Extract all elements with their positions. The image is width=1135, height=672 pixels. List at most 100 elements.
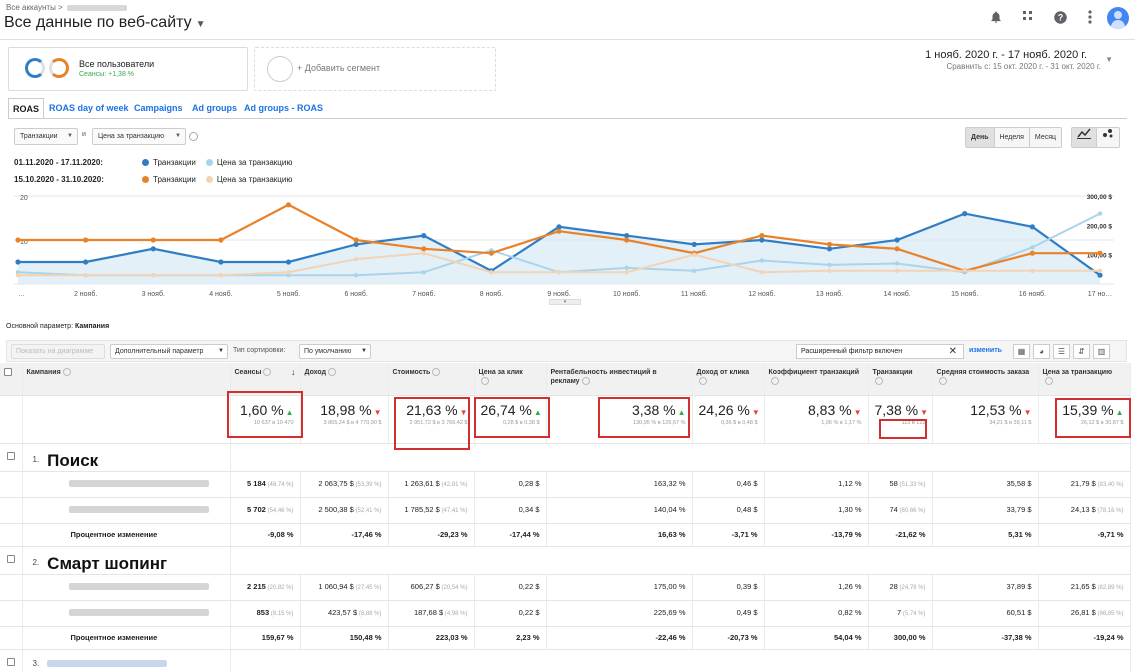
period-month-button[interactable]: Месяц xyxy=(1034,134,1057,141)
tab-ad-groups-roas[interactable]: Ad groups - ROAS xyxy=(244,103,323,113)
tab-ad-groups[interactable]: Ad groups xyxy=(192,103,237,113)
date-caret-down-icon[interactable]: ▼ xyxy=(1105,55,1113,64)
line-chart-icon[interactable] xyxy=(1072,128,1097,147)
checkbox[interactable] xyxy=(6,452,15,460)
x-tick-label: 13 нояб. xyxy=(816,290,843,298)
period-day-button[interactable]: День xyxy=(966,128,995,147)
more-vert-icon[interactable] xyxy=(1082,10,1098,26)
checkbox[interactable] xyxy=(6,555,15,563)
header-cpc[interactable]: Цена за клик xyxy=(474,363,547,396)
data-point xyxy=(894,237,900,243)
data-point xyxy=(894,261,900,266)
svg-text:?: ? xyxy=(1057,13,1062,23)
tab-roas[interactable]: ROAS xyxy=(8,98,45,118)
header-revenue-per-click[interactable]: Доход от клика xyxy=(692,363,765,396)
chart-resize-handle[interactable]: ▾ xyxy=(549,299,581,305)
sort-down-arrow-icon: ↓ xyxy=(291,367,296,377)
data-point xyxy=(556,228,562,234)
header-transactions[interactable]: Транзакции xyxy=(868,363,933,396)
percent-change-row: Процентное изменение 159,67 % 150,48 % 223,… xyxy=(0,626,1131,650)
metric-cell: 5 702 (54,46 %) xyxy=(230,497,301,524)
add-segment-button[interactable]: + Добавить сегмент xyxy=(254,47,496,91)
metric-share: (8,88 %) xyxy=(357,610,382,617)
period-week-button[interactable]: Неделя xyxy=(995,128,1030,147)
checkbox[interactable] xyxy=(6,658,15,666)
checkbox[interactable] xyxy=(4,368,12,376)
group-spacer xyxy=(230,649,1131,672)
row-checkbox-cell[interactable] xyxy=(0,649,23,672)
metric-value: 60,51 $ xyxy=(1006,607,1032,617)
header-revenue[interactable]: Доход xyxy=(300,363,389,396)
primary-dim-value[interactable]: Кампания xyxy=(74,323,110,330)
header-campaign[interactable]: Кампания xyxy=(22,363,231,396)
metric1-select[interactable]: Транзакции ▼ xyxy=(14,128,78,145)
metric-cell: 0,22 $ xyxy=(474,600,547,627)
segment-all-users[interactable]: Все пользователи Сеансы: +1,38 % xyxy=(8,47,248,91)
bar-view-icon[interactable]: ☰ xyxy=(1053,344,1070,359)
header-cost[interactable]: Стоимость xyxy=(388,363,475,396)
data-row: 5 184 (48,74 %) 2 063,75 $ (53,39 %) 1 263… xyxy=(0,471,1131,498)
date-range-picker[interactable]: 1 нояб. 2020 г. - 17 нояб. 2020 г. xyxy=(925,49,1087,61)
motion-chart-icon[interactable] xyxy=(1097,128,1119,147)
account-avatar[interactable] xyxy=(1107,7,1129,29)
blank-cell xyxy=(0,574,23,601)
data-point xyxy=(962,211,968,217)
y-right-tick: 100,00 $ xyxy=(1087,253,1113,260)
data-point xyxy=(353,241,359,247)
summary-cell: 8,83 % ▼ 1,06 % в 1,17 % xyxy=(764,395,869,444)
comparison-view-icon[interactable]: ⇵ xyxy=(1073,344,1090,359)
legend-current: 01.11.2020 - 17.11.2020: Транзакции Цена з… xyxy=(14,158,292,167)
campaign-name[interactable]: Смарт шопинг xyxy=(47,554,168,573)
x-tick-label: 7 нояб. xyxy=(412,290,435,298)
table-view-icon[interactable]: ▦ xyxy=(1013,344,1030,359)
tab-roas-day-of-week[interactable]: ROAS day of week xyxy=(49,103,129,113)
metric-value: 1,12 % xyxy=(838,478,862,488)
data-point xyxy=(1030,268,1035,273)
header-conversion-rate[interactable]: Коэффициент транзакций xyxy=(764,363,869,396)
metric-cell: 21,65 $ (82,89 %) xyxy=(1038,574,1131,601)
tab-campaigns[interactable]: Campaigns xyxy=(134,103,183,113)
metric-share: (47,41 %) xyxy=(439,507,468,514)
help-icon xyxy=(770,377,779,386)
campaign-name-cell[interactable]: 1. Поиск xyxy=(22,443,231,472)
campaign-name-cell[interactable]: 3. xyxy=(22,649,231,672)
bell-icon[interactable] xyxy=(988,10,1004,26)
metric-value: 606,27 $ xyxy=(410,581,440,591)
metric-value: 853 xyxy=(256,607,270,617)
percent-change-value: 159,67 % xyxy=(230,626,301,650)
x-tick-label: 15 нояб. xyxy=(951,290,978,298)
campaign-name[interactable]: Поиск xyxy=(47,451,99,470)
data-point xyxy=(1030,245,1035,250)
breadcrumb[interactable]: Все аккаунты > xyxy=(6,3,127,12)
sort-type-select[interactable]: По умолчанию ▼ xyxy=(299,344,371,359)
data-point xyxy=(151,273,156,278)
plot-rows-button[interactable]: Показать на диаграмме xyxy=(11,344,105,359)
metric-value: 5 702 xyxy=(247,504,266,514)
help-icon[interactable]: ? xyxy=(1052,10,1068,26)
row-checkbox-cell[interactable] xyxy=(0,546,23,575)
header-avg-order-value[interactable]: Средняя стоимость заказа xyxy=(932,363,1039,396)
pie-view-icon[interactable]: ◕ xyxy=(1033,344,1050,359)
remove-metric-icon[interactable] xyxy=(189,132,198,141)
metric2-select[interactable]: Цена за транзакцию ▼ xyxy=(92,128,186,145)
secondary-dimension-select[interactable]: Дополнительный параметр ▼ xyxy=(110,344,228,359)
row-checkbox-cell[interactable] xyxy=(0,443,23,472)
select-all-cell[interactable] xyxy=(0,363,23,396)
advanced-filter-field[interactable]: Расширенный фильтр включен ✕ xyxy=(796,344,964,359)
pivot-view-icon[interactable]: ▥ xyxy=(1093,344,1110,359)
header-roas[interactable]: Рентабельность инвестиций в рекламу xyxy=(546,363,693,396)
summary-value: 8,83 % ▼ xyxy=(807,401,862,418)
close-icon[interactable]: ✕ xyxy=(948,346,957,357)
view-selector[interactable]: Все данные по веб-сайту ▼ xyxy=(4,14,206,32)
header-cost-per-transaction[interactable]: Цена за транзакцию xyxy=(1038,363,1131,396)
data-point xyxy=(827,262,832,268)
campaign-name-cell[interactable]: 2. Смарт шопинг xyxy=(22,546,231,575)
metric2-label: Цена за транзакцию xyxy=(98,133,165,140)
group-spacer xyxy=(230,443,1131,472)
percent-change-value: 16,63 % xyxy=(546,523,693,547)
header-sessions[interactable]: Сеансы ↓ xyxy=(230,363,301,396)
arrow-up-icon: ▲ xyxy=(677,407,686,417)
data-point xyxy=(421,233,427,239)
apps-grid-icon[interactable] xyxy=(1021,10,1037,26)
edit-filter-link[interactable]: изменить xyxy=(969,347,1002,354)
